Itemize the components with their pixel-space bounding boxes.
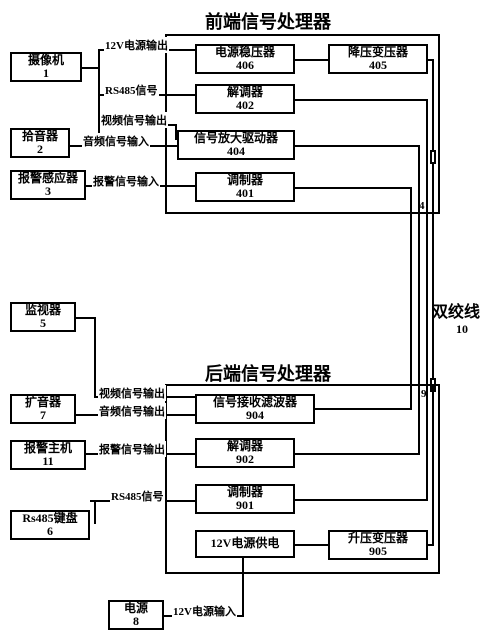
lbl: 12V电源供电 (211, 537, 280, 550)
no: 2 (37, 143, 43, 156)
w2: RS485信号 (104, 82, 159, 98)
no: 7 (40, 409, 46, 422)
b1: 视频信号输出 (98, 385, 166, 401)
box-front-stab: 电源稳压器 406 (195, 44, 295, 74)
w3: 视频信号输出 (100, 112, 168, 128)
w1: 12V电源输出 (104, 37, 169, 53)
label-twisted-no: 10 (455, 322, 469, 337)
box-ahost: 报警主机 11 (10, 440, 86, 470)
box-front-mod: 调制器 401 (195, 172, 295, 202)
box-mic: 拾音器 2 (10, 128, 70, 158)
no: 406 (236, 59, 254, 72)
box-front-demod: 解调器 402 (195, 84, 295, 114)
no: 904 (246, 409, 264, 422)
box-back-12v: 12V电源供电 (195, 530, 295, 558)
box-back-filt: 信号接收滤波器 904 (195, 394, 315, 424)
no: 401 (236, 187, 254, 200)
box-back-stepup: 升压变压器 905 (328, 530, 428, 560)
no: 11 (42, 455, 53, 468)
b2: 音频信号输出 (98, 403, 166, 419)
box-keyboard: Rs485键盘 6 (10, 510, 90, 540)
no: 3 (45, 185, 51, 198)
b3: 报警信号输出 (98, 441, 166, 457)
box-alarm: 报警感应器 3 (10, 170, 86, 200)
w5: 报警信号输入 (92, 173, 160, 189)
box-camera: 摄像机 1 (10, 52, 82, 82)
title-back: 后端信号处理器 (205, 360, 331, 386)
box-speaker: 扩音器 7 (10, 394, 76, 424)
box-power: 电源 8 (108, 600, 164, 630)
box-back-demod: 解调器 902 (195, 438, 295, 468)
w4: 音频信号输入 (82, 133, 150, 149)
no: 402 (236, 99, 254, 112)
box-monitor: 监视器 5 (10, 302, 76, 332)
title-front: 前端信号处理器 (205, 8, 331, 34)
box-front-amp: 信号放大驱动器 404 (177, 130, 295, 160)
no: 1 (43, 67, 49, 80)
box-front-stepdn: 降压变压器 405 (328, 44, 428, 74)
no: 6 (47, 525, 53, 538)
b4: RS485信号 (110, 488, 165, 504)
no: 405 (369, 59, 387, 72)
diagram-root: 前端信号处理器 后端信号处理器 双绞线 10 4 电源稳压器 406 降压变压器… (0, 0, 500, 638)
box-back-mod: 调制器 901 (195, 484, 295, 514)
no: 8 (133, 615, 139, 628)
no: 902 (236, 453, 254, 466)
no: 5 (40, 317, 46, 330)
title-twisted: 双绞线 (432, 298, 480, 322)
b5: 12V电源输入 (172, 603, 237, 619)
no: 905 (369, 545, 387, 558)
no: 901 (236, 499, 254, 512)
no: 404 (227, 145, 245, 158)
